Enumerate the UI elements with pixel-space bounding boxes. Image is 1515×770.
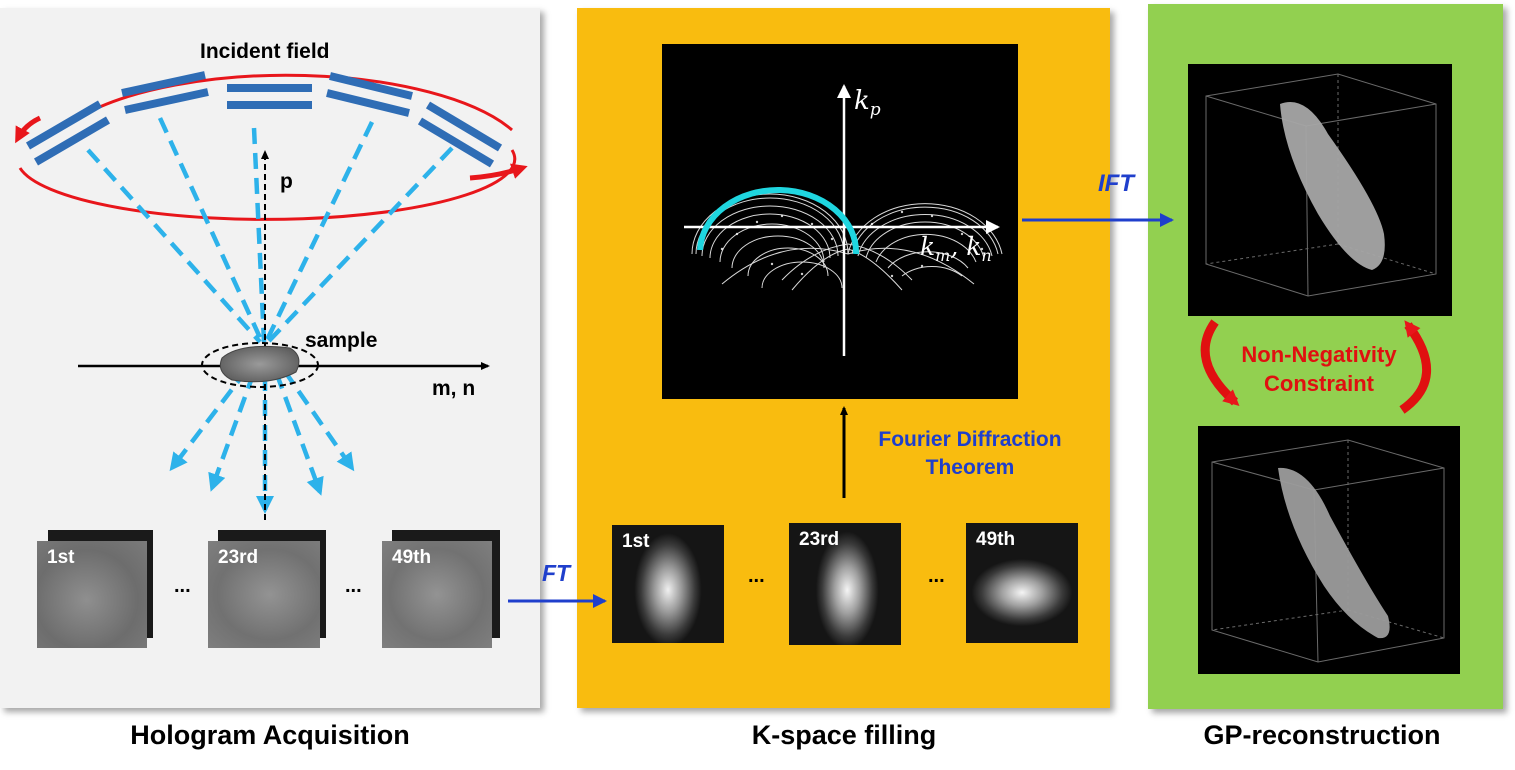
reconstruction-volume-2 xyxy=(1198,426,1460,674)
spectrum-ellipsis-1: ... xyxy=(748,565,765,587)
orbit-back-arc xyxy=(77,73,513,132)
fourier-theorem-line2: Theorem xyxy=(925,456,1015,479)
beam-1b xyxy=(33,116,111,166)
beam-4b xyxy=(326,89,410,117)
hologram-frame-3: 49th xyxy=(382,541,492,648)
loop-arrow-right xyxy=(1399,320,1432,414)
loop-arrow-left xyxy=(1200,319,1240,406)
kmn-label: km, kn xyxy=(920,232,992,265)
beam-1a xyxy=(25,100,103,150)
fourier-theorem-label: Fourier Diffraction Theorem xyxy=(858,428,1082,480)
gp-caption: GP-reconstruction xyxy=(1203,720,1441,750)
volume-2-graphics xyxy=(1211,439,1445,663)
hologram-caption: Hologram Acquisition xyxy=(130,720,410,750)
hologram-frame-3-label: 49th xyxy=(392,547,432,568)
kspace-speckle xyxy=(720,210,984,278)
sample-label: sample xyxy=(305,329,378,352)
orbit-arrow-right xyxy=(469,163,528,181)
orbit-front-arc xyxy=(18,149,517,221)
spectrum-frame-1-label: 1st xyxy=(622,531,650,552)
incident-field-label: Incident field xyxy=(200,40,330,63)
kspace-caption: K-space filling xyxy=(751,720,937,750)
beam-5b xyxy=(417,117,495,168)
hologram-frame-1-label: 1st xyxy=(47,547,75,568)
hologram-frame-1: 1st xyxy=(37,541,147,648)
spectrum-frame-2-label: 23rd xyxy=(799,529,840,550)
kp-label: kp xyxy=(854,86,881,121)
cell-render-1 xyxy=(1280,102,1385,270)
incoming-rays xyxy=(86,117,454,344)
ewald-arc xyxy=(697,187,860,255)
mn-axis-label: m, n xyxy=(432,377,476,400)
ift-label: IFT xyxy=(1098,170,1134,197)
beam-5a xyxy=(425,101,503,152)
hologram-frame-2: 23rd xyxy=(208,541,320,648)
constraint-label: Non-Negativity Constraint xyxy=(1226,342,1412,397)
hologram-frame-2-label: 23rd xyxy=(218,547,259,568)
beam-2b xyxy=(124,88,209,114)
incident-orbit xyxy=(15,73,528,221)
reconstruction-volume-1 xyxy=(1188,64,1452,316)
beam-4a xyxy=(329,72,413,100)
spectrum-ellipsis-2: ... xyxy=(928,565,945,587)
cell-render-2 xyxy=(1278,467,1390,639)
constraint-line2: Constraint xyxy=(1264,371,1374,396)
volume-1-graphics xyxy=(1205,73,1437,297)
spectrum-frame-1: 1st xyxy=(612,525,724,643)
ft-label: FT xyxy=(542,560,571,586)
beam-2a xyxy=(121,71,206,97)
spectrum-frame-3-label: 49th xyxy=(976,529,1016,550)
sample-cell xyxy=(219,345,300,383)
kspace-plot-graphics xyxy=(684,84,1003,356)
constraint-loop xyxy=(1200,319,1432,414)
incident-beams xyxy=(25,71,503,168)
spectrum-frame-3: 49th xyxy=(966,523,1078,643)
hologram-ellipsis-1: ... xyxy=(174,575,191,597)
kspace-plot: kp km, kn xyxy=(662,44,1018,399)
spectrum-frame-2: 23rd xyxy=(789,523,901,645)
p-axis-label: p xyxy=(280,170,293,193)
fourier-theorem-line1: Fourier Diffraction xyxy=(878,428,1062,451)
orbit-arrow-left xyxy=(15,115,42,144)
sample-boundary xyxy=(201,342,319,388)
hologram-ellipsis-2: ... xyxy=(345,575,362,597)
constraint-line1: Non-Negativity xyxy=(1241,342,1397,367)
